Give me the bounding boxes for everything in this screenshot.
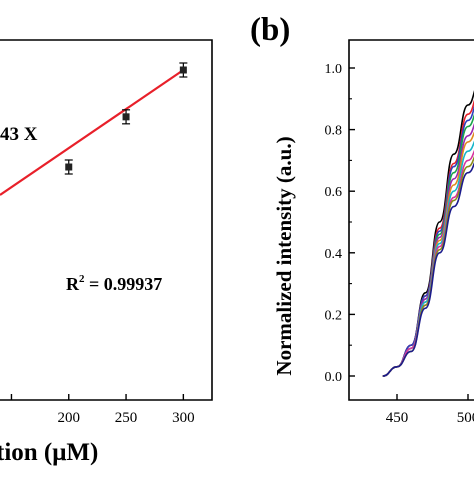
y-tick-label: 0.0: [325, 370, 343, 385]
y-tick-label: 0.2: [325, 308, 343, 323]
panel-b-frame: [348, 39, 474, 401]
data-point: [122, 109, 131, 125]
panel-label-b: (b): [250, 12, 290, 48]
spectrum-curve: [382, 162, 474, 377]
spectrum-curve: [382, 90, 474, 377]
data-point: [64, 159, 73, 175]
y-tick-label: 0.8: [325, 124, 343, 139]
x-ticks: 200 250 300: [10, 394, 195, 426]
x-axis-label: tion (μM): [0, 439, 98, 466]
x-tick-label: 500: [457, 410, 474, 426]
fit-line: [0, 69, 184, 196]
data-points: [64, 62, 188, 175]
x-ticks: 450 500: [386, 394, 474, 426]
fit-equation: 43 X: [0, 124, 38, 145]
y-ticks: 0.0 0.2 0.4 0.6 0.8 1.0: [325, 62, 355, 385]
panel-a-frame: [0, 39, 213, 401]
x-tick-label: 200: [58, 410, 81, 426]
x-tick-label: 450: [386, 410, 409, 426]
y-tick-label: 0.4: [325, 247, 343, 262]
y-axis-label: Normalized intensity (a.u.): [272, 136, 296, 375]
panel-b: (b) 0.0 0.2 0.4 0.6 0.8 1.0 450 500 Normalized…: [250, 12, 474, 426]
spectra-curves: [382, 90, 474, 377]
y-tick-label: 0.6: [325, 185, 343, 200]
y-tick-label: 1.0: [325, 62, 343, 77]
x-tick-label: 300: [172, 410, 195, 426]
panel-a: 200 250 300 43 X R2 = 0.99937 tion (μM): [0, 39, 213, 466]
x-tick-label: 250: [115, 410, 138, 426]
r-squared-label: R2 = 0.99937: [66, 273, 162, 294]
data-point: [179, 62, 188, 78]
spectrum-curve: [382, 99, 474, 377]
